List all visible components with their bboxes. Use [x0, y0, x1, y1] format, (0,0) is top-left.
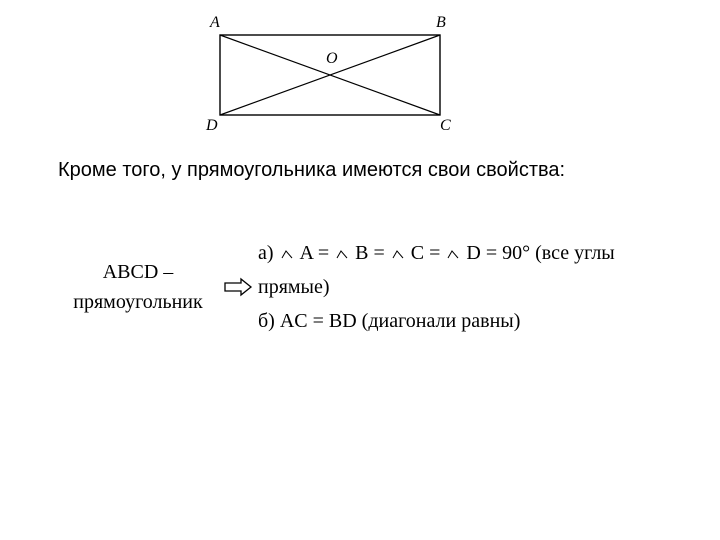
implies-arrow: [218, 277, 258, 297]
label-c: C: [440, 117, 451, 135]
label-o: O: [326, 50, 338, 68]
prop-a-B: B =: [355, 242, 385, 264]
property-b: б) AC = BD (диагонали равны): [258, 304, 678, 338]
arrow-icon: [223, 277, 253, 297]
subject-block: ABCD – прямоугольник: [58, 257, 218, 317]
prop-a-C: C =: [411, 242, 441, 264]
subject-line1: ABCD –: [58, 257, 218, 287]
properties-list: а) A = B = C = D = 90° (все углы прямые)…: [258, 236, 678, 338]
figure-svg: [190, 10, 470, 140]
label-d: D: [206, 117, 218, 135]
prop-a-prefix: а): [258, 242, 274, 264]
angle-icon: [336, 236, 348, 270]
label-a: A: [210, 14, 220, 32]
slide-page: A B C D O Кроме того, у прямоугольника и…: [0, 0, 720, 540]
intro-text: Кроме того, у прямоугольника имеются сво…: [58, 158, 578, 183]
angle-icon: [447, 236, 459, 270]
property-a: а) A = B = C = D = 90° (все углы прямые): [258, 236, 678, 304]
label-b: B: [436, 14, 446, 32]
rectangle-figure: A B C D O: [190, 10, 470, 140]
prop-a-A: A =: [300, 242, 330, 264]
properties-row: ABCD – прямоугольник а) A = B = C = D = …: [58, 236, 678, 338]
subject-line2: прямоугольник: [58, 287, 218, 317]
angle-icon: [392, 236, 404, 270]
angle-icon: [281, 236, 293, 270]
